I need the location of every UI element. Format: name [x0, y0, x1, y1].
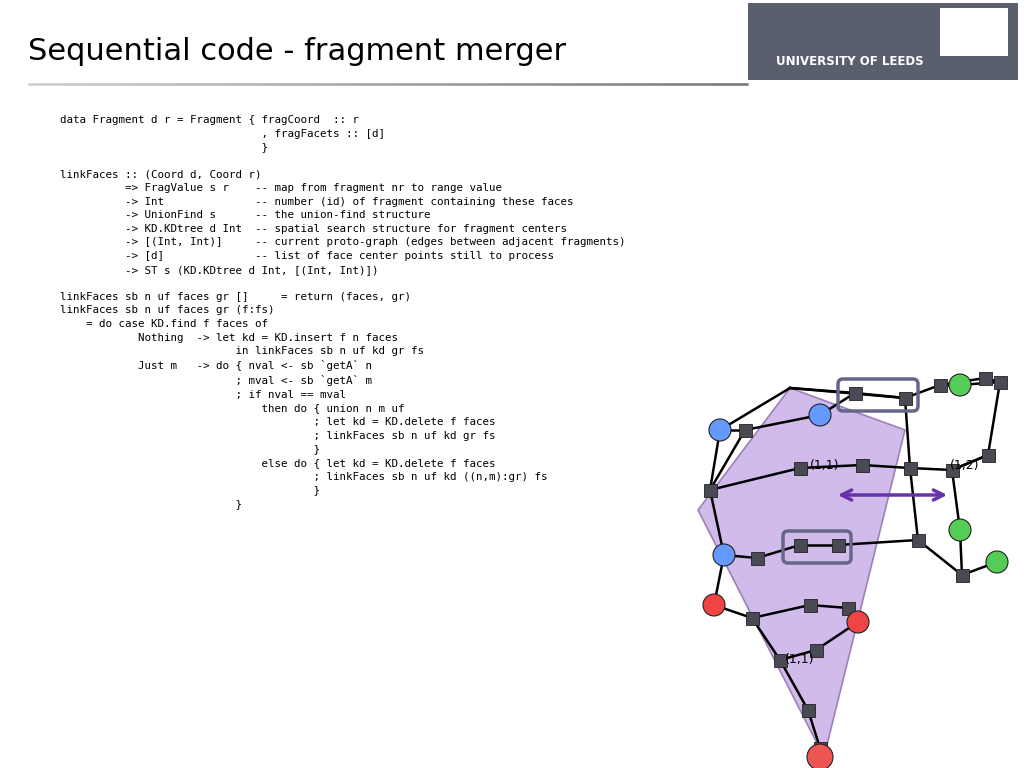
Bar — [794, 539, 807, 552]
Circle shape — [847, 611, 869, 633]
Bar — [831, 539, 845, 552]
Circle shape — [713, 544, 735, 566]
Bar — [956, 569, 969, 582]
Bar — [804, 599, 817, 612]
Bar — [904, 462, 918, 475]
Circle shape — [807, 744, 833, 768]
Bar — [705, 484, 717, 497]
Bar — [849, 387, 862, 400]
Bar — [842, 602, 855, 615]
Circle shape — [986, 551, 1008, 573]
Text: UNIVERSITY OF LEEDS: UNIVERSITY OF LEEDS — [776, 55, 924, 68]
Bar — [810, 644, 823, 657]
Bar — [946, 464, 959, 477]
Circle shape — [703, 594, 725, 616]
Bar — [994, 376, 1007, 389]
Circle shape — [949, 374, 971, 396]
Circle shape — [709, 419, 731, 441]
Circle shape — [809, 404, 831, 426]
Bar — [899, 392, 912, 405]
Bar — [912, 534, 925, 547]
Bar — [751, 552, 764, 565]
Bar — [748, 3, 1018, 80]
Bar — [982, 449, 995, 462]
Bar — [814, 742, 827, 755]
Bar — [940, 8, 1008, 56]
Bar — [856, 459, 869, 472]
Bar — [794, 462, 807, 475]
Bar — [802, 704, 815, 717]
Bar — [739, 424, 752, 437]
Bar — [774, 654, 787, 667]
Bar — [979, 372, 992, 385]
Text: data Fragment d r = Fragment { fragCoord  :: r
                               , : data Fragment d r = Fragment { fragCoord… — [60, 115, 626, 508]
Bar — [746, 612, 759, 625]
Bar — [934, 379, 947, 392]
Polygon shape — [698, 388, 905, 757]
Text: (1,1): (1,1) — [785, 654, 815, 667]
Text: (1,1): (1,1) — [810, 458, 840, 472]
Circle shape — [949, 519, 971, 541]
Text: Sequential code - fragment merger: Sequential code - fragment merger — [28, 38, 566, 67]
Text: (1,2): (1,2) — [950, 458, 980, 472]
